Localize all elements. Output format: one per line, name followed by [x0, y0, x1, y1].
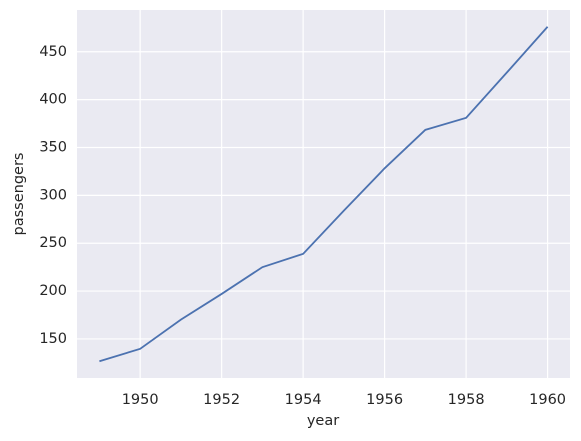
y-tick-label: 200: [39, 283, 67, 299]
x-tick-label: 1958: [448, 392, 485, 408]
x-tick-label: 1954: [285, 392, 322, 408]
y-tick-label: 250: [39, 235, 67, 251]
x-tick-label: 1960: [529, 392, 566, 408]
x-tick-label: 1952: [203, 392, 240, 408]
y-tick-label: 450: [39, 44, 67, 60]
line: [99, 26, 549, 363]
y-tick-label: 350: [39, 139, 67, 155]
y-tick-label: 400: [39, 92, 67, 108]
y-tick-label: 150: [39, 331, 67, 347]
x-tick-label: 1956: [366, 392, 403, 408]
y-tick-label: 300: [39, 187, 67, 203]
y-axis-label: passengers: [11, 153, 27, 236]
x-tick-label: 1950: [122, 392, 159, 408]
x-axis-label: year: [307, 413, 339, 429]
plot-area: [77, 10, 570, 378]
